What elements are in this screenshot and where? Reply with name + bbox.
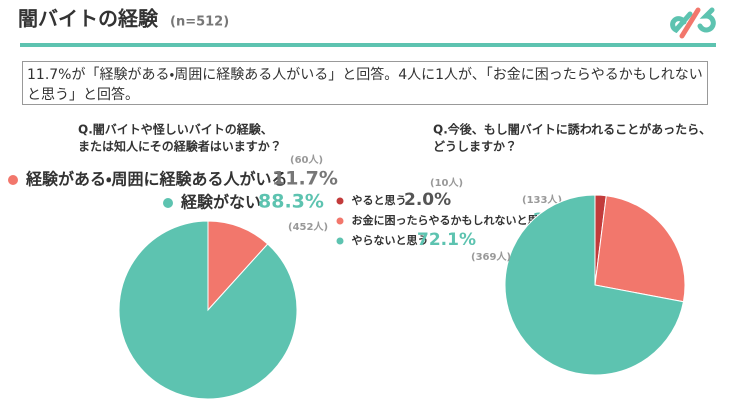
value-label: 72.1% <box>417 230 476 250</box>
legend-dot <box>8 175 18 185</box>
summary-box: 11.7%が「経験がある・周囲に経験ある人がいる」と回答。4人に1人が、「お金に… <box>22 61 708 105</box>
count-label: (452人) <box>288 221 328 233</box>
legend-dot <box>336 237 344 245</box>
question: どうしますか？ <box>433 140 517 154</box>
value-label: 2.0% <box>404 190 451 210</box>
value-label: 88.3% <box>258 191 324 213</box>
pie-slice <box>207 220 269 312</box>
header-rule <box>20 43 716 47</box>
legend-dot <box>336 217 344 225</box>
legend-label: やらないと思う <box>352 234 429 247</box>
legend-label: 経験がある・周囲に経験ある人がいる <box>25 170 287 189</box>
sample-size: (n=512) <box>170 15 229 30</box>
page-title: 闇バイトの経験 <box>18 7 159 31</box>
pie-slice <box>118 220 298 400</box>
pie-slice <box>594 195 686 303</box>
legend-label: 経験がない <box>180 193 261 212</box>
question: Q.闇バイトや怪しいバイトの経験、 <box>78 122 273 137</box>
count-label: (10人) <box>430 177 463 189</box>
pie-slice <box>504 194 685 376</box>
logo <box>670 7 716 39</box>
legend-dot <box>163 198 173 208</box>
legend-dot <box>336 197 344 205</box>
count-label: (133人) <box>522 194 562 206</box>
question: または知人にその経験者はいますか？ <box>78 139 282 154</box>
legend-label: やると思う <box>352 194 407 207</box>
count-label: (369人) <box>471 251 511 263</box>
count-label: (60人) <box>290 154 323 166</box>
legend-label: お金に困ったらやるかもしれないと思う <box>352 213 550 227</box>
question: Q.今後、もし闇バイトに誘われることがあったら、 <box>433 122 711 137</box>
value-label: 11.7% <box>272 168 338 190</box>
